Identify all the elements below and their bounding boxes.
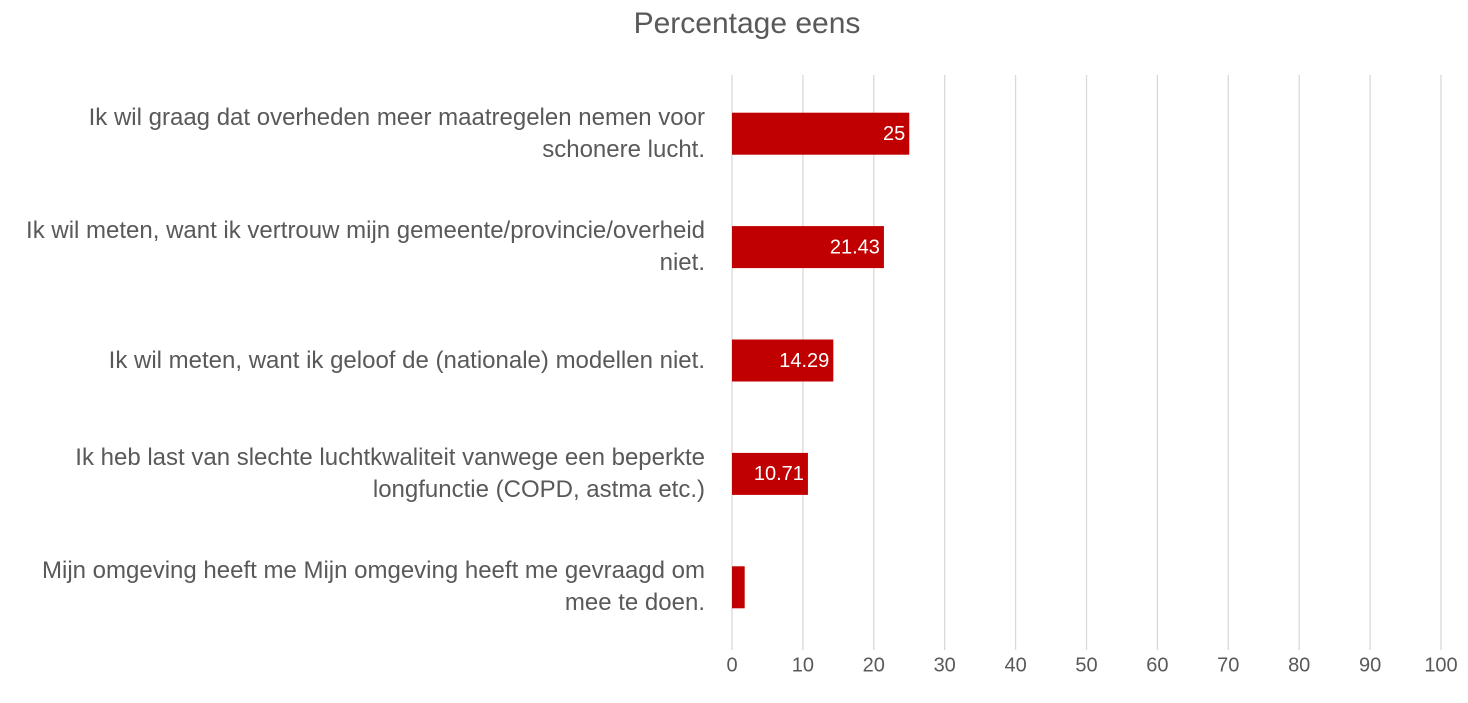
data-label: 10.71 [754,463,804,485]
data-label: 14.29 [779,350,829,372]
x-tick-label: 100 [1424,654,1457,676]
x-tick-label: 80 [1288,654,1310,676]
x-tick-label: 60 [1146,654,1168,676]
x-tick-label: 50 [1075,654,1097,676]
bar [732,566,745,609]
data-label: 21.43 [830,236,880,258]
category-label-box: Ik heb last van slechte luchtkwaliteit v… [75,443,705,503]
y-tick-label: Ik wil graag dat overheden meer maatrege… [88,103,705,163]
chart-title: Percentage eens [634,7,861,40]
category-label-box: Ik wil graag dat overheden meer maatrege… [88,103,705,163]
x-tick-label: 20 [863,654,885,676]
y-tick-label: Ik wil meten, want ik vertrouw mijn geme… [26,217,705,277]
data-label: 25 [883,123,905,145]
y-tick-label: Ik wil meten, want ik geloof de (nationa… [108,346,705,374]
category-label-box: Mijn omgeving heeft me Mijn omgeving hee… [42,557,705,617]
category-label-box: Ik wil meten, want ik geloof de (nationa… [108,346,705,374]
bar [732,112,910,155]
y-tick-label: Mijn omgeving heeft me Mijn omgeving hee… [42,557,705,617]
y-tick-label: Ik heb last van slechte luchtkwaliteit v… [75,443,705,503]
bar [732,452,808,495]
x-tick-label: 90 [1359,654,1381,676]
bar [732,339,834,382]
x-tick-label: 10 [792,654,814,676]
category-label-box: Ik wil meten, want ik vertrouw mijn geme… [26,217,705,277]
x-tick-label: 0 [726,654,737,676]
x-tick-label: 30 [934,654,956,676]
bar [732,226,884,269]
x-tick-label: 40 [1004,654,1026,676]
x-tick-label: 70 [1217,654,1239,676]
